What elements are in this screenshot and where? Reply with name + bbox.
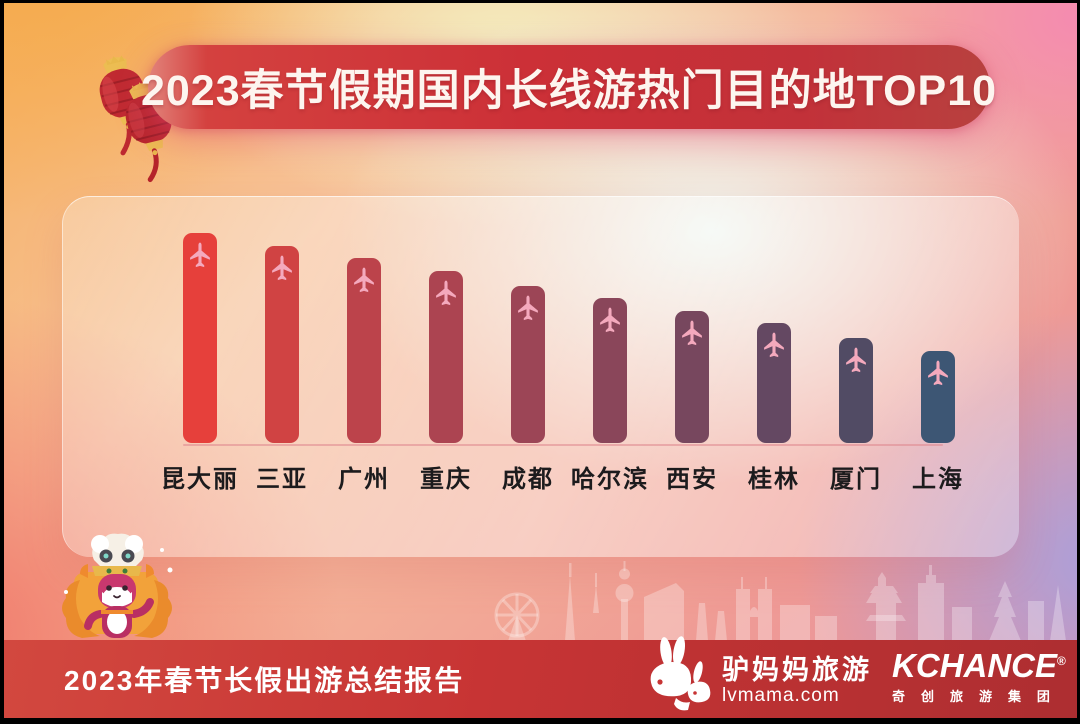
kchance-group-char: 创 [920,689,934,704]
bar [839,338,873,443]
bar-column [487,285,569,443]
bar-column [651,310,733,443]
bar-column [323,258,405,443]
bar [429,270,463,443]
report-title: 2023年春节长假出游总结报告 [64,665,465,696]
airplane-icon [764,332,784,358]
bar-column [733,323,815,443]
lvmama-logo: 驴妈妈旅游 lvmama.com [646,636,872,712]
lvmama-brand-name: 驴妈妈旅游 [722,654,872,685]
labels-row: 昆大丽 三亚 广州 重庆 成都 哈尔滨 西安 桂林 厦门 上海 [159,459,979,494]
bar-label: 西安 [666,466,718,493]
bar-column [897,350,979,443]
bar-label: 三亚 [256,466,308,493]
chart-baseline [183,444,943,446]
airplane-icon [600,307,620,333]
kchance-group-char: 游 [978,689,992,704]
lion-dance-mascot [62,533,173,638]
bar-label: 厦门 [830,466,882,493]
kchance-group-char: 集 [1007,689,1021,704]
bar-column [569,298,651,443]
bar-label: 重庆 [420,466,472,493]
airplane-icon [436,280,456,305]
kchance-logo: KCHANCE® 奇创旅游集团 [892,647,1066,705]
airplane-icon [518,295,538,320]
bar [511,285,545,443]
bar-column [241,245,323,443]
kchance-group-char: 奇 [892,689,906,704]
bar [593,298,627,443]
bars-row [159,233,979,443]
bar-column [405,270,487,443]
lvmama-domain: lvmama.com [722,685,840,707]
bar-label: 昆大丽 [161,466,239,493]
bar-column [159,233,241,443]
chart-card: 昆大丽 三亚 广州 重庆 成都 哈尔滨 西安 桂林 厦门 上海 [62,196,1019,557]
bar [921,350,955,443]
bar [183,233,217,443]
bar [265,245,299,443]
kchance-group-char: 旅 [949,689,963,704]
registered-mark: ® [1057,654,1066,668]
kchance-group-name: 奇创旅游集团 [892,686,1050,705]
poster-title: 2023春节假期国内长线游热门目的地TOP10 [140,67,998,115]
bar-column [815,338,897,443]
bar-label: 广州 [338,466,390,493]
airplane-icon [190,242,210,268]
airplane-icon [928,360,948,385]
bar-label: 成都 [502,466,554,493]
poster-canvas: 2023春节假期国内长线游热门目的地TOP10 昆大丽 三亚 广州 重庆 成都 哈尔滨 西安… [4,3,1077,718]
footer-band: 2023年春节长假出游总结报告 驴妈妈旅游 lvmama.com [4,636,1077,718]
bar-label: 桂林 [748,466,800,493]
bar [675,310,709,443]
airplane-icon [272,255,292,280]
airplane-icon [682,320,702,345]
bar-label: 哈尔滨 [571,466,649,493]
airplane-icon [846,347,866,373]
rabbit-logo-icon [650,636,711,711]
bar [347,258,381,443]
bar-label: 上海 [912,466,964,493]
title-banner: 2023春节假期国内长线游热门目的地TOP10 [141,45,996,129]
airplane-icon [354,267,374,293]
kchance-brand-name: KCHANCE® [892,647,1066,684]
bar [757,323,791,443]
city-skyline [494,561,1066,641]
kchance-group-char: 团 [1036,689,1050,704]
